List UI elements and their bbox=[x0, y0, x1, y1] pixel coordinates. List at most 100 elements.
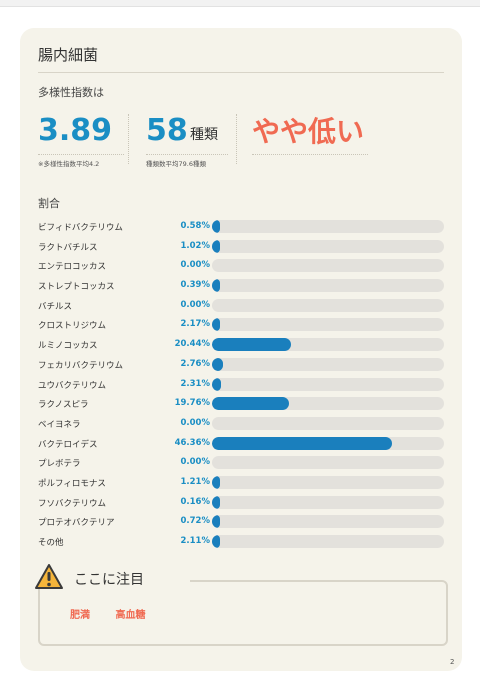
ratio-row: ストレプトコッカス 0.39% bbox=[38, 277, 448, 297]
species-underline bbox=[146, 154, 228, 155]
ratio-row: ビフィドバクテリウム 0.58% bbox=[38, 218, 448, 238]
ratio-bar-track bbox=[212, 279, 444, 293]
ratio-bar-track bbox=[212, 239, 444, 253]
bacteria-name: フェカリバクテリウム bbox=[38, 360, 124, 371]
ratio-row: バクテロイデス 46.36% bbox=[38, 435, 448, 455]
species-count-value: 58 bbox=[146, 113, 188, 148]
ratio-bar-fill bbox=[212, 318, 220, 332]
bacteria-name: フソバクテリウム bbox=[38, 498, 107, 509]
top-bar bbox=[0, 0, 480, 7]
ratio-bar-fill bbox=[212, 515, 220, 529]
bacteria-percentage: 0.39% bbox=[180, 280, 211, 291]
ratio-row: ラクトバチルス 1.02% bbox=[38, 238, 448, 258]
species-count-note: 種類数平均79.6種類 bbox=[146, 160, 206, 168]
ratio-row: フソバクテリウム 0.16% bbox=[38, 494, 448, 514]
ratio-row: プロテオバクテリア 0.72% bbox=[38, 513, 448, 533]
ratio-bar-track bbox=[212, 377, 444, 391]
ratio-row: ユウバクテリウム 2.31% bbox=[38, 376, 448, 396]
gut-bacteria-card: 腸内細菌 多様性指数は 3.89 ※多様性指数平均4.2 58 種類 種類数平均… bbox=[20, 28, 462, 671]
bacteria-name: バクテロイデス bbox=[38, 439, 98, 450]
ratio-row: クロストリジウム 2.17% bbox=[38, 316, 448, 336]
ratio-bar-track bbox=[212, 338, 444, 352]
ratio-bar-fill bbox=[212, 475, 220, 489]
diversity-index-note: ※多様性指数平均4.2 bbox=[38, 160, 100, 168]
bacteria-percentage: 0.00% bbox=[180, 299, 211, 310]
ratio-bar-fill bbox=[212, 338, 291, 352]
ratio-bar-track bbox=[212, 535, 444, 548]
bacteria-name: クロストリジウム bbox=[38, 321, 107, 332]
page-title: 腸内細菌 bbox=[38, 46, 99, 64]
index-underline bbox=[38, 154, 124, 155]
bacteria-name: ルミノコッカス bbox=[38, 341, 98, 352]
ratio-bar-track bbox=[212, 259, 444, 273]
metric-separator bbox=[128, 114, 129, 164]
bacteria-name: ユウバクテリウム bbox=[38, 380, 107, 391]
page-number: 2 bbox=[450, 658, 455, 666]
ratio-bar-fill bbox=[212, 495, 220, 509]
ratio-row: エンテロコッカス 0.00% bbox=[38, 257, 448, 277]
bacteria-ratio-list: ビフィドバクテリウム 0.58% ラクトバチルス 1.02% エンテロコッカス 0.00%… bbox=[38, 218, 448, 553]
bacteria-name: ストレプトコッカス bbox=[38, 282, 115, 293]
ratio-bar-track bbox=[212, 220, 444, 233]
metric-separator bbox=[236, 114, 237, 164]
bacteria-name: ポルフィロモナス bbox=[38, 478, 106, 489]
ratio-bar-fill bbox=[212, 239, 220, 253]
ratio-bar-fill bbox=[212, 377, 221, 391]
ratio-row: ポルフィロモナス 1.21% bbox=[38, 474, 448, 494]
diversity-index-value: 3.89 bbox=[38, 113, 113, 148]
ratio-bar-track bbox=[212, 515, 444, 529]
ratio-bar-track bbox=[212, 397, 444, 411]
notice-title: ここに注目 bbox=[74, 569, 150, 589]
ratio-bar-track bbox=[212, 298, 444, 312]
notice-box bbox=[38, 580, 448, 646]
bacteria-percentage: 0.72% bbox=[180, 516, 211, 527]
ratio-row: ラクノスピラ 19.76% bbox=[38, 395, 448, 415]
notice-tag: 高血糖 bbox=[115, 610, 146, 621]
ratio-row: プレボテラ 0.00% bbox=[38, 454, 448, 474]
ratio-bar-track bbox=[212, 456, 444, 470]
title-divider bbox=[38, 72, 444, 73]
ratio-bar-fill bbox=[212, 220, 220, 233]
ratio-bar-fill bbox=[212, 397, 289, 411]
diversity-rating: やや低い bbox=[252, 115, 365, 148]
ratio-section-label: 割合 bbox=[38, 197, 60, 210]
ratio-bar-track bbox=[212, 416, 444, 430]
ratio-row: フェカリバクテリウム 2.76% bbox=[38, 356, 448, 376]
ratio-bar-track bbox=[212, 436, 444, 450]
bacteria-name: ラクノスピラ bbox=[38, 400, 89, 411]
bacteria-percentage: 2.17% bbox=[180, 319, 211, 330]
bacteria-percentage: 0.58% bbox=[180, 221, 211, 231]
ratio-bar-fill bbox=[212, 535, 220, 548]
ratio-bar-track bbox=[212, 357, 444, 371]
bacteria-percentage: 2.11% bbox=[180, 536, 211, 546]
notice-tag: 肥満 bbox=[70, 610, 90, 621]
bacteria-name: ラクトバチルス bbox=[38, 242, 98, 253]
bacteria-percentage: 1.21% bbox=[180, 476, 211, 487]
rating-underline bbox=[252, 154, 368, 155]
bacteria-percentage: 1.02% bbox=[180, 240, 211, 251]
ratio-row: バチルス 0.00% bbox=[38, 297, 448, 317]
ratio-bar-track bbox=[212, 495, 444, 509]
notice-tags: 肥満 高血糖 bbox=[70, 606, 167, 621]
ratio-bar-fill bbox=[212, 357, 223, 371]
bacteria-percentage: 46.36% bbox=[174, 437, 210, 448]
warning-icon bbox=[35, 564, 63, 589]
diversity-label: 多様性指数は bbox=[38, 86, 104, 99]
bacteria-percentage: 20.44% bbox=[174, 339, 210, 350]
bacteria-name: ベイヨネラ bbox=[38, 419, 81, 430]
bacteria-name: プロテオバクテリア bbox=[38, 518, 115, 529]
bacteria-name: その他 bbox=[38, 538, 64, 548]
ratio-bar-fill bbox=[212, 436, 392, 450]
ratio-row: ルミノコッカス 20.44% bbox=[38, 336, 448, 356]
ratio-row: その他 2.11% bbox=[38, 533, 448, 553]
bacteria-name: プレボテラ bbox=[38, 459, 81, 470]
bacteria-percentage: 2.76% bbox=[180, 358, 211, 369]
bacteria-percentage: 0.00% bbox=[180, 260, 211, 271]
ratio-bar-fill bbox=[212, 279, 220, 293]
ratio-bar-track bbox=[212, 475, 444, 489]
bacteria-percentage: 0.00% bbox=[180, 417, 211, 428]
ratio-row: ベイヨネラ 0.00% bbox=[38, 415, 448, 435]
species-count-unit: 種類 bbox=[190, 127, 218, 143]
bacteria-percentage: 0.00% bbox=[180, 457, 211, 468]
bacteria-name: エンテロコッカス bbox=[38, 262, 107, 273]
